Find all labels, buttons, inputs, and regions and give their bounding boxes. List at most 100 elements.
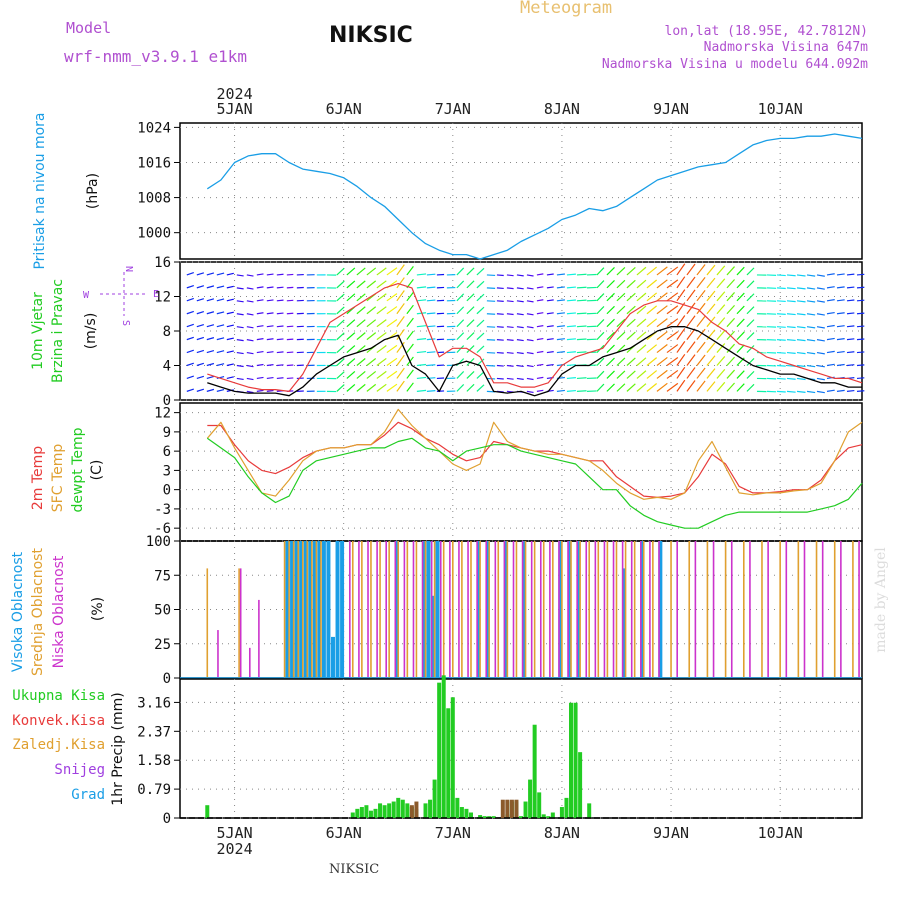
temp-line-1	[206, 408, 863, 500]
wind-arrow	[566, 325, 576, 328]
wind-arrow	[266, 364, 274, 367]
wind-arrow	[716, 304, 726, 315]
precip-bar-total	[205, 805, 210, 818]
precip-bar-total	[423, 803, 428, 818]
cloud-bar-0	[312, 541, 317, 678]
wind-arrow	[566, 299, 576, 302]
wind-arrow	[356, 383, 366, 392]
wind-arrow	[276, 377, 284, 380]
wind-arrow	[516, 287, 524, 290]
precip-bar-total	[537, 792, 542, 818]
wind-arrow	[416, 338, 427, 341]
wind-arrow	[186, 388, 194, 392]
wind-arrow	[496, 300, 504, 302]
wind-arrow	[706, 342, 716, 353]
wind-arrow	[216, 376, 225, 380]
precip-bar-total	[400, 799, 405, 818]
wind-arrow	[796, 339, 806, 342]
precip-bar-total	[391, 801, 396, 818]
cloud-bar-1	[206, 568, 209, 678]
cloud-bar-1	[515, 541, 518, 678]
precip-bar-total	[455, 797, 460, 818]
wind-arrow	[206, 337, 215, 341]
precip-panel-frame	[179, 678, 863, 819]
wind-arrow	[616, 331, 626, 341]
wind-arrow	[696, 277, 706, 289]
cloud-bar-2	[630, 541, 633, 678]
cloud-bar-1	[452, 541, 454, 678]
wind-arrow	[486, 326, 496, 328]
cloud-bar-2	[712, 541, 715, 678]
wind-arrow	[366, 319, 377, 328]
cloud-bar-1	[311, 541, 313, 678]
cloud-bar-1	[652, 541, 654, 678]
wind-arrow	[196, 298, 205, 302]
precip-bar-total	[373, 808, 378, 818]
cloud-bar-2	[567, 541, 569, 678]
cloud-bar-1	[633, 541, 636, 678]
wind-arrow	[336, 293, 345, 302]
wind-arrow	[836, 363, 845, 367]
station-title: NIKSIC	[329, 23, 413, 48]
wind-arrow	[526, 364, 534, 368]
wind-arrow	[406, 266, 414, 276]
wind-arrow	[346, 293, 356, 302]
wind-arrow	[386, 370, 398, 379]
wind-arrow	[256, 273, 264, 276]
wind-arrow	[646, 318, 658, 328]
wind-arrow	[286, 364, 294, 367]
wind-arrow	[656, 318, 668, 328]
wind-arrow	[336, 332, 345, 341]
cloud-bar-2	[394, 541, 397, 678]
wind-arrow	[646, 370, 658, 379]
cloud-bar-1	[797, 541, 800, 678]
wind-arrow	[806, 313, 816, 316]
precip-panel-ytick-label: 1.58	[137, 753, 171, 769]
wind-arrow	[656, 331, 668, 341]
wind-arrow	[736, 266, 745, 276]
precip-legend-1: Konvek.Kisa	[12, 713, 105, 729]
wind-arrow	[686, 289, 696, 302]
wind-arrow	[206, 388, 215, 392]
wind-arrow	[246, 364, 254, 368]
wind-arrow	[686, 367, 696, 379]
cloud-bar-1	[779, 541, 781, 678]
wind-arrow	[246, 351, 254, 355]
wind-arrow	[526, 339, 534, 342]
wind-arrow	[346, 345, 356, 354]
wind-arrow	[656, 266, 668, 276]
wind-arrow	[536, 325, 544, 328]
wind-arrow	[836, 389, 845, 392]
wind-panel-ytick-label: 16	[154, 255, 171, 271]
wind-arrow	[726, 369, 735, 379]
wind-arrow	[796, 364, 806, 368]
wind-arrow	[216, 363, 225, 367]
precip-legend-0: Ukupna Kisa	[12, 688, 105, 704]
wind-arrow	[476, 345, 485, 354]
wind-arrow	[186, 297, 194, 302]
wind-arrow	[376, 267, 387, 276]
wind-arrow	[656, 382, 668, 392]
wind-arrow	[526, 377, 534, 381]
wind-arrow	[226, 285, 234, 289]
bottom-day-label: 10JAN	[758, 824, 803, 842]
cloud-panel-ytick-label: 0	[163, 671, 171, 687]
wind-arrow	[826, 363, 835, 367]
precip-bar-total	[464, 808, 469, 818]
wind-arrow	[536, 389, 544, 392]
wind-arrow	[606, 279, 615, 289]
cloud-bar-2	[458, 541, 460, 678]
wind-arrow	[696, 354, 706, 366]
cloud-panel-ytick-label: 75	[154, 568, 171, 584]
wind-arrow	[356, 345, 366, 354]
cloud-bar-1	[615, 541, 618, 678]
cloud-bar-1	[579, 541, 581, 678]
wind-arrow	[416, 376, 427, 380]
wind-arrow	[286, 312, 294, 315]
cloud-bar-2	[403, 541, 406, 678]
cloud-bar-1	[542, 541, 545, 678]
wind-arrow	[276, 364, 284, 367]
wind-arrow	[476, 306, 485, 315]
wind-arrow	[606, 370, 615, 379]
wind-arrow	[576, 312, 587, 315]
